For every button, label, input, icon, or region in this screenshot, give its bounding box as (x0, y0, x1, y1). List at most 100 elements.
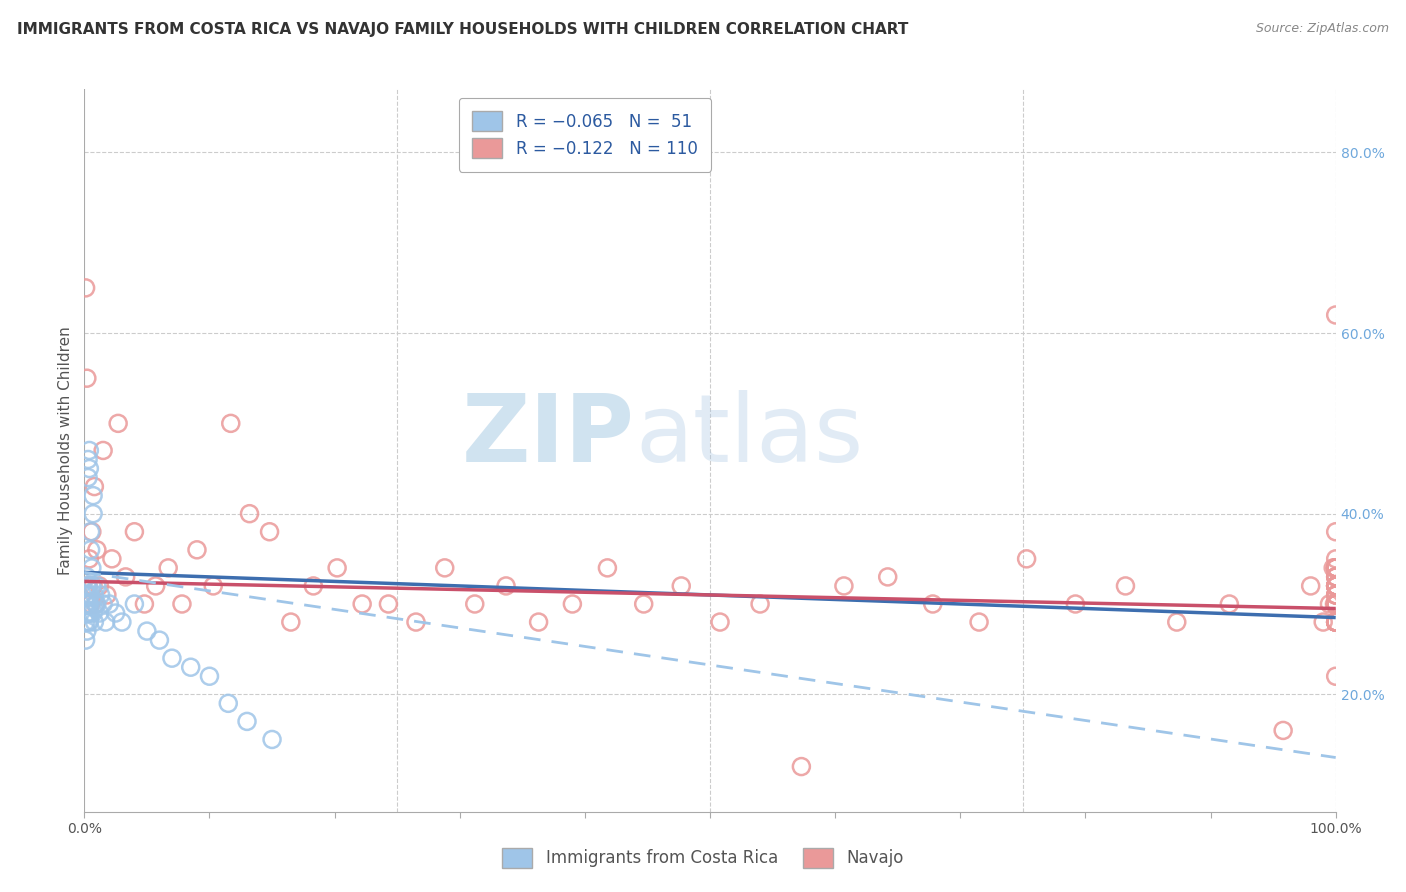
Point (94, 615, 117, 629)
Point (180, 660, 202, 674)
Text: ZIP: ZIP (463, 390, 636, 482)
Point (876, 570, 898, 584)
Point (101, 551, 124, 566)
Point (79, 606, 101, 620)
Text: atlas: atlas (636, 390, 863, 482)
Point (1064, 597, 1087, 611)
Point (98, 597, 121, 611)
Point (79, 542, 101, 557)
Text: IMMIGRANTS FROM COSTA RICA VS NAVAJO FAMILY HOUSEHOLDS WITH CHILDREN CORRELATION: IMMIGRANTS FROM COSTA RICA VS NAVAJO FAM… (17, 22, 908, 37)
Point (76, 371, 98, 385)
Point (1324, 579, 1347, 593)
Point (326, 561, 349, 575)
Point (1324, 615, 1347, 629)
Point (124, 597, 146, 611)
Point (1324, 597, 1347, 611)
Point (77, 579, 100, 593)
Point (83, 480, 105, 494)
Point (217, 696, 239, 710)
Point (111, 615, 134, 629)
Point (1324, 588, 1347, 602)
Point (79, 606, 101, 620)
Point (1322, 561, 1344, 575)
Point (79, 588, 101, 602)
Point (79, 597, 101, 611)
Point (749, 597, 772, 611)
Point (79, 551, 101, 566)
Point (114, 570, 136, 584)
Point (79, 597, 101, 611)
Point (1324, 551, 1347, 566)
Point (219, 417, 242, 431)
Point (1324, 597, 1347, 611)
Point (86, 542, 108, 557)
Point (1324, 588, 1347, 602)
Point (259, 524, 281, 539)
Point (75, 597, 97, 611)
Point (145, 579, 167, 593)
Point (1324, 579, 1347, 593)
Y-axis label: Family Households with Children: Family Households with Children (58, 326, 73, 574)
Point (1324, 597, 1347, 611)
Point (86, 597, 108, 611)
Point (1324, 588, 1347, 602)
Point (1324, 597, 1347, 611)
Point (96, 588, 118, 602)
Point (1324, 579, 1347, 593)
Point (1015, 551, 1038, 566)
Point (596, 561, 619, 575)
Point (1218, 597, 1240, 611)
Point (77, 606, 100, 620)
Point (82, 489, 104, 503)
Point (1324, 308, 1347, 322)
Point (1324, 570, 1347, 584)
Point (1166, 615, 1188, 629)
Point (1324, 579, 1347, 593)
Point (75, 281, 97, 295)
Point (82, 507, 104, 521)
Point (82, 579, 104, 593)
Point (202, 579, 225, 593)
Point (1114, 579, 1136, 593)
Point (1324, 588, 1347, 602)
Point (77, 597, 100, 611)
Point (1324, 561, 1347, 575)
Point (1324, 570, 1347, 584)
Point (832, 579, 855, 593)
Point (1324, 615, 1347, 629)
Point (1324, 597, 1347, 611)
Point (76, 624, 98, 639)
Point (1324, 561, 1347, 575)
Point (77, 452, 100, 467)
Point (90, 588, 112, 602)
Point (236, 714, 259, 729)
Point (80, 579, 103, 593)
Legend: Immigrants from Costa Rica, Navajo: Immigrants from Costa Rica, Navajo (496, 841, 910, 875)
Point (91, 597, 114, 611)
Point (671, 579, 693, 593)
Point (1324, 579, 1347, 593)
Point (77, 588, 100, 602)
Point (1324, 561, 1347, 575)
Point (1324, 597, 1347, 611)
Point (1324, 597, 1347, 611)
Point (1324, 561, 1347, 575)
Point (75, 633, 97, 648)
Point (1324, 579, 1347, 593)
Point (77, 579, 100, 593)
Point (921, 597, 943, 611)
Point (262, 732, 284, 747)
Point (1324, 561, 1347, 575)
Point (405, 615, 427, 629)
Point (1324, 570, 1347, 584)
Point (1324, 570, 1347, 584)
Point (79, 615, 101, 629)
Point (1324, 615, 1347, 629)
Point (160, 651, 183, 665)
Point (136, 624, 159, 639)
Point (1299, 579, 1322, 593)
Point (76, 579, 98, 593)
Point (495, 579, 517, 593)
Point (1324, 579, 1347, 593)
Point (1323, 597, 1346, 611)
